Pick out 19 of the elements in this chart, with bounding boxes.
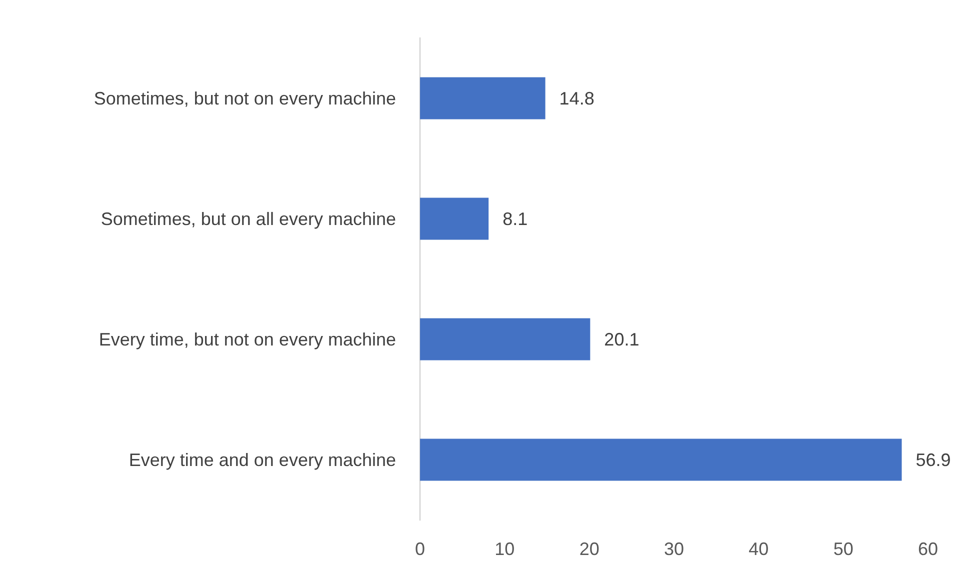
x-tick-label: 40 <box>748 539 769 559</box>
y-tick-label: Sometimes, but not on every machine <box>94 88 396 108</box>
x-tick-label: 60 <box>918 539 938 559</box>
data-label: 20.1 <box>604 329 640 350</box>
x-tick-label: 50 <box>833 539 854 559</box>
y-tick-label: Every time and on every machine <box>128 450 396 470</box>
bar <box>420 77 546 120</box>
x-tick-label: 10 <box>494 539 515 559</box>
y-tick-label: Sometimes, but on all every machine <box>100 208 396 229</box>
bar <box>420 438 902 481</box>
x-tick-label: 30 <box>664 539 684 559</box>
data-label: 8.1 <box>502 208 528 229</box>
x-tick-label: 20 <box>579 539 600 559</box>
data-label: 14.8 <box>559 88 594 108</box>
x-tick-label: 0 <box>414 539 426 559</box>
data-label: 56.9 <box>916 450 951 470</box>
y-tick-label: Every time, but not on every machine <box>98 329 396 350</box>
bar <box>420 318 590 360</box>
bar <box>420 198 489 240</box>
